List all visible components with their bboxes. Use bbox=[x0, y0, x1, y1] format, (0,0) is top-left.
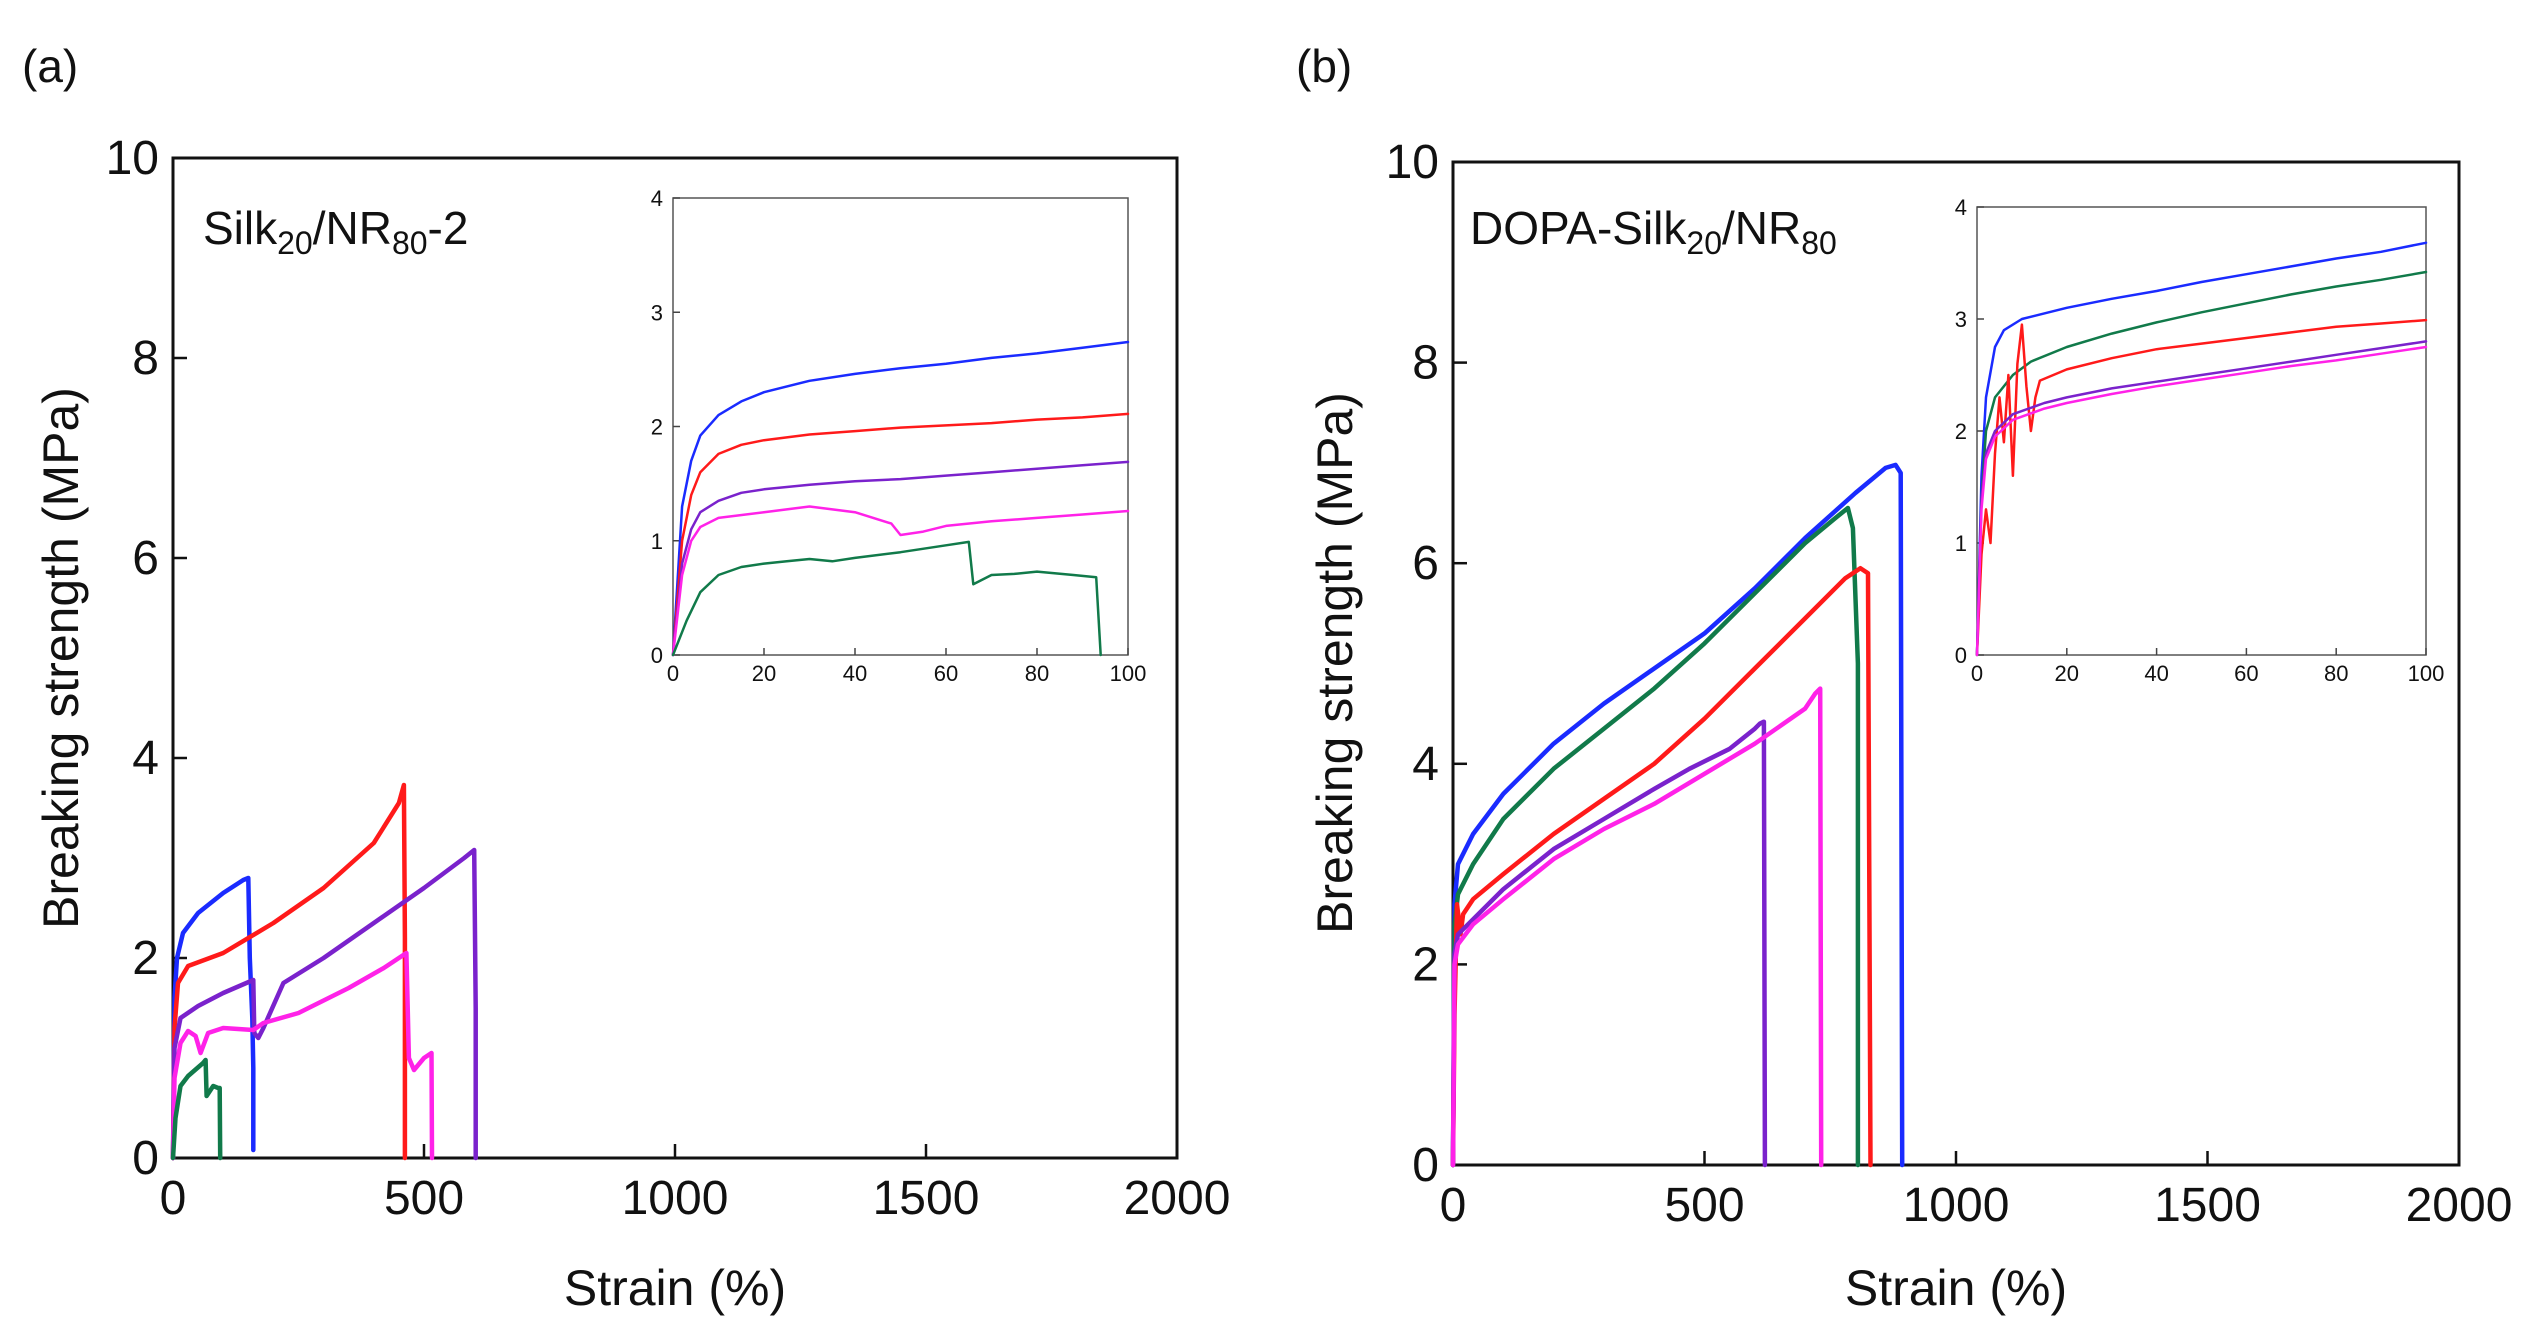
inset-series-line-blue bbox=[671, 340, 1130, 657]
main-series-b bbox=[1450, 462, 1905, 1168]
series-line-red bbox=[1450, 565, 1873, 1168]
y-ticks-b: 0 2 4 6 8 10 bbox=[1386, 136, 1467, 1192]
x-axis-title-a: Strain (%) bbox=[564, 1260, 786, 1316]
sample-label-b: DOPA-Silk20/NR80 bbox=[1470, 202, 1837, 261]
x-tick-label: 2000 bbox=[1124, 1172, 1231, 1225]
inset-x-tick-label: 100 bbox=[1110, 661, 1147, 686]
x-ticks-b: 0 500 1000 1500 2000 bbox=[1440, 1151, 2513, 1232]
y-tick-label: 2 bbox=[1412, 938, 1439, 991]
sample-label-sub1: 20 bbox=[1686, 225, 1722, 261]
sample-label-sub2: 80 bbox=[1801, 225, 1837, 261]
x-tick-label: 1000 bbox=[622, 1172, 729, 1225]
inset-x-tick-label: 20 bbox=[752, 661, 776, 686]
panel-label-b: (b) bbox=[1296, 40, 1352, 92]
inset-series-line-green bbox=[671, 540, 1102, 657]
series-line-blue bbox=[1450, 462, 1905, 1168]
main-series-a bbox=[170, 782, 478, 1161]
series-line-red bbox=[170, 782, 408, 1161]
sample-label-end: -2 bbox=[428, 202, 469, 254]
y-tick-label: 8 bbox=[132, 332, 159, 385]
sample-label-mid: /NR bbox=[313, 202, 392, 254]
inset-x-tick-label: 100 bbox=[2408, 661, 2445, 686]
y-ticks-a: 0 2 4 6 8 10 bbox=[106, 132, 187, 1185]
inset-x-tick-label: 40 bbox=[2144, 661, 2168, 686]
y-tick-label: 2 bbox=[132, 932, 159, 985]
y-tick-label: 10 bbox=[1386, 136, 1439, 189]
series-line-blue bbox=[170, 875, 256, 1161]
inset-x-tick-label: 80 bbox=[1025, 661, 1049, 686]
inset-x-tick-label: 60 bbox=[934, 661, 958, 686]
x-tick-label: 500 bbox=[384, 1172, 464, 1225]
inset-x-tick-label: 0 bbox=[667, 661, 679, 686]
series-line-purple bbox=[1450, 719, 1768, 1168]
series-line-magenta bbox=[170, 950, 435, 1161]
sample-label-mid: /NR bbox=[1722, 202, 1801, 254]
inset-series-line-purple bbox=[1975, 340, 2428, 657]
inset-series-line-blue bbox=[1975, 241, 2428, 657]
sample-label-a: Silk20/NR80-2 bbox=[203, 202, 468, 261]
inset-series-line-magenta bbox=[671, 505, 1130, 657]
y-axis-title-a: Breaking strength (MPa) bbox=[33, 387, 89, 929]
inset-series-line-purple bbox=[671, 460, 1130, 657]
inset-x-tick-label: 20 bbox=[2055, 661, 2079, 686]
plot-frame-a bbox=[171, 156, 1179, 1160]
x-tick-label: 500 bbox=[1664, 1179, 1744, 1232]
sample-label-sub1: 20 bbox=[277, 225, 313, 261]
inset-y-tick-label: 0 bbox=[651, 643, 663, 668]
inset-x-tick-label: 40 bbox=[843, 661, 867, 686]
x-tick-label: 0 bbox=[1440, 1179, 1467, 1232]
inset-y-tick-label: 0 bbox=[1955, 643, 1967, 668]
x-tick-label: 1500 bbox=[873, 1172, 980, 1225]
panel-label-a: (a) bbox=[22, 40, 78, 92]
y-tick-label: 10 bbox=[106, 132, 159, 185]
inset-y-tick-label: 2 bbox=[651, 415, 663, 440]
y-axis-title-b: Breaking strength (MPa) bbox=[1307, 392, 1363, 934]
x-tick-label: 2000 bbox=[2406, 1179, 2513, 1232]
inset-y-tick-label: 4 bbox=[1955, 195, 1967, 220]
y-tick-label: 6 bbox=[1412, 537, 1439, 590]
x-tick-label: 1000 bbox=[1903, 1179, 2010, 1232]
inset-frame-b bbox=[1976, 206, 2427, 656]
inset-y-tick-label: 1 bbox=[651, 529, 663, 554]
inset-series-line-red bbox=[1975, 318, 2428, 657]
inset-y-tick-label: 1 bbox=[1955, 531, 1967, 556]
inset-series-line-green bbox=[1975, 270, 2428, 657]
inset-x-tick-label: 60 bbox=[2234, 661, 2258, 686]
y-tick-label: 0 bbox=[1412, 1139, 1439, 1192]
y-tick-label: 4 bbox=[1412, 738, 1439, 791]
y-tick-label: 6 bbox=[132, 532, 159, 585]
y-tick-label: 4 bbox=[132, 732, 159, 785]
inset-x-tick-label: 0 bbox=[1971, 661, 1983, 686]
inset-series-line-magenta bbox=[1975, 345, 2428, 657]
sample-label-sub2: 80 bbox=[392, 225, 428, 261]
x-ticks-a: 0 500 1000 1500 2000 bbox=[160, 1144, 1231, 1225]
x-axis-title-b: Strain (%) bbox=[1845, 1260, 2067, 1316]
inset-y-tick-label: 4 bbox=[651, 186, 663, 211]
sample-label-main: Silk bbox=[203, 202, 278, 254]
inset-y-tick-label: 3 bbox=[651, 300, 663, 325]
y-tick-label: 0 bbox=[132, 1132, 159, 1185]
series-line-purple bbox=[170, 847, 478, 1161]
x-tick-label: 0 bbox=[160, 1172, 187, 1225]
sample-label-main: DOPA-Silk bbox=[1470, 202, 1687, 254]
series-line-green bbox=[170, 1057, 223, 1161]
x-tick-label: 1500 bbox=[2154, 1179, 2261, 1232]
series-line-green bbox=[1450, 505, 1861, 1168]
inset-y-tick-label: 3 bbox=[1955, 307, 1967, 332]
inset-x-tick-label: 80 bbox=[2324, 661, 2348, 686]
inset-series-line-red bbox=[671, 412, 1130, 657]
y-tick-label: 8 bbox=[1412, 337, 1439, 390]
inset-y-tick-label: 2 bbox=[1955, 419, 1967, 444]
series-line-magenta bbox=[1450, 686, 1824, 1168]
